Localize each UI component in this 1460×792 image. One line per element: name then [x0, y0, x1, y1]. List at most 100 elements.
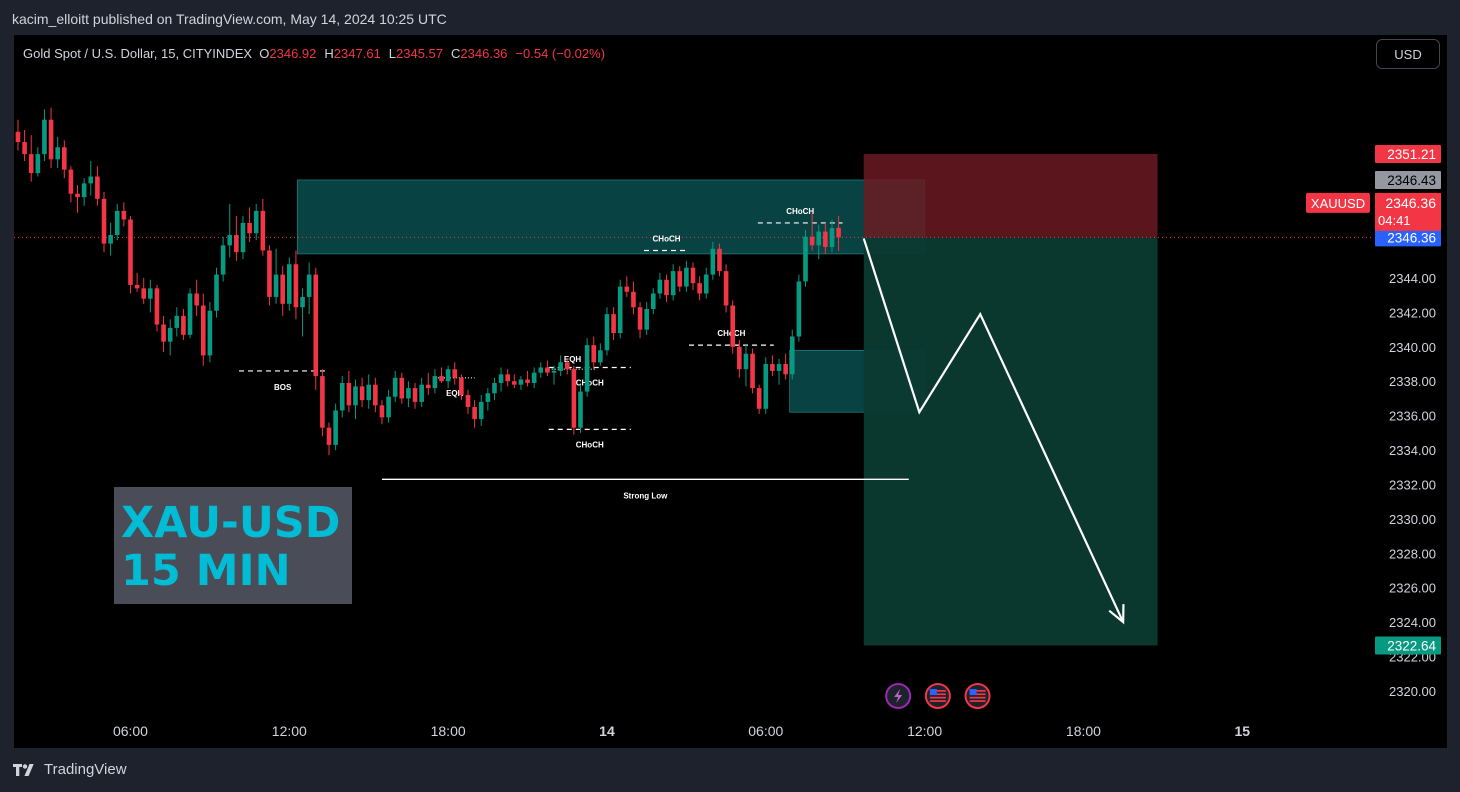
candle	[22, 130, 27, 162]
candle-body	[472, 407, 477, 420]
candle-body	[253, 210, 259, 234]
overlay-layer: XAU-USD 15 MIN	[114, 487, 991, 709]
candle-body	[28, 154, 34, 174]
candle	[134, 272, 140, 292]
candle-body	[697, 283, 702, 294]
candle-body	[823, 231, 828, 248]
tradingview-branding[interactable]: TradingView	[12, 761, 127, 778]
candle	[525, 370, 530, 387]
event-icon-ring	[964, 683, 991, 709]
live-price-tag-bg	[1375, 192, 1441, 231]
candle	[684, 260, 689, 292]
candle-body	[55, 147, 60, 160]
flag-canton	[969, 689, 977, 695]
candle-body	[578, 391, 583, 428]
currency-button[interactable]: USD	[1376, 39, 1440, 69]
y-axis-tick-label: 2336.00	[1389, 409, 1436, 424]
candle	[247, 207, 252, 242]
stop-loss-zone	[863, 153, 1158, 238]
candle	[141, 278, 147, 304]
candle-body	[339, 382, 345, 411]
open-value: 2346.92	[269, 46, 317, 61]
candle	[823, 222, 828, 254]
candle-body	[836, 227, 841, 238]
candle	[306, 262, 312, 315]
candle-body	[81, 183, 87, 198]
projected-path	[862, 238, 1125, 623]
candle-body	[650, 293, 656, 309]
structure-level-label: CHoCH	[576, 378, 604, 387]
candle-body	[273, 274, 279, 297]
candle	[108, 222, 113, 256]
candle	[697, 276, 702, 301]
candle-body	[134, 284, 140, 289]
candle-body	[664, 279, 669, 296]
candle-body	[35, 154, 41, 174]
candle	[399, 372, 405, 404]
candle	[200, 293, 206, 366]
candle-body	[776, 364, 782, 371]
candle-body	[42, 119, 47, 155]
candle	[644, 302, 649, 335]
candle	[326, 422, 332, 456]
candle-body	[684, 267, 689, 287]
x-axis-tick-label: 18:00	[1066, 723, 1101, 739]
candle	[783, 353, 788, 380]
y-axis-tick-label: 2326.00	[1389, 581, 1436, 596]
structure-level-label: EQH	[446, 389, 464, 398]
candle-body	[353, 386, 358, 406]
candle	[545, 360, 550, 377]
candle-body	[379, 405, 385, 418]
chart-frame[interactable]: BOSEQHEQHCHoCHCHoCHCHoCHCHoCHCHoCHStrong…	[14, 35, 1447, 748]
current-price-tag-text: 2346.36	[1387, 230, 1436, 245]
candle	[194, 279, 199, 316]
candle-body	[154, 288, 160, 325]
candle-body	[677, 271, 683, 287]
candle-body	[518, 379, 524, 385]
symbol-tag-bg	[1306, 192, 1370, 213]
candle	[320, 369, 325, 437]
candle	[703, 267, 709, 299]
x-axis-tick-label: 14	[599, 723, 615, 739]
candle-body	[829, 228, 835, 248]
candle-body	[167, 327, 173, 342]
target-price-tag: 2322.64	[1375, 636, 1441, 655]
candle-body	[452, 369, 458, 378]
candle	[531, 367, 537, 389]
candle	[465, 389, 471, 414]
candle	[353, 379, 358, 420]
candle-body	[326, 427, 332, 445]
candle	[558, 355, 563, 377]
high-value: 2347.61	[333, 46, 381, 61]
close-label: C	[451, 46, 461, 61]
candle	[373, 377, 378, 413]
candle-body	[306, 274, 312, 297]
candle	[776, 358, 782, 385]
candle	[412, 382, 418, 409]
candle-body	[803, 236, 808, 282]
candle-body	[624, 286, 630, 292]
x-axis-tick-label: 15	[1234, 723, 1250, 739]
price-chart[interactable]: BOSEQHEQHCHoCHCHoCHCHoCHCHoCHCHoCHStrong…	[14, 35, 1447, 748]
candle-body	[386, 396, 391, 418]
candle	[366, 374, 372, 409]
candle	[564, 358, 570, 375]
candle-body	[789, 336, 795, 375]
stop-price-tag-bg	[1375, 144, 1441, 163]
candle-body	[412, 388, 418, 402]
candle-body	[399, 377, 405, 399]
candle	[15, 119, 21, 151]
candle	[796, 274, 802, 342]
candle	[227, 204, 233, 258]
candle	[260, 198, 266, 256]
y-axis-tick-label: 2324.00	[1389, 615, 1436, 630]
candle-body	[148, 288, 153, 299]
structure-level-label: BOS	[274, 383, 292, 392]
candle	[478, 395, 484, 426]
candle-body	[816, 231, 822, 246]
candle	[273, 248, 279, 304]
candle-body	[247, 222, 252, 234]
candle	[710, 241, 716, 280]
candle	[584, 338, 590, 397]
candle-body	[465, 395, 471, 408]
